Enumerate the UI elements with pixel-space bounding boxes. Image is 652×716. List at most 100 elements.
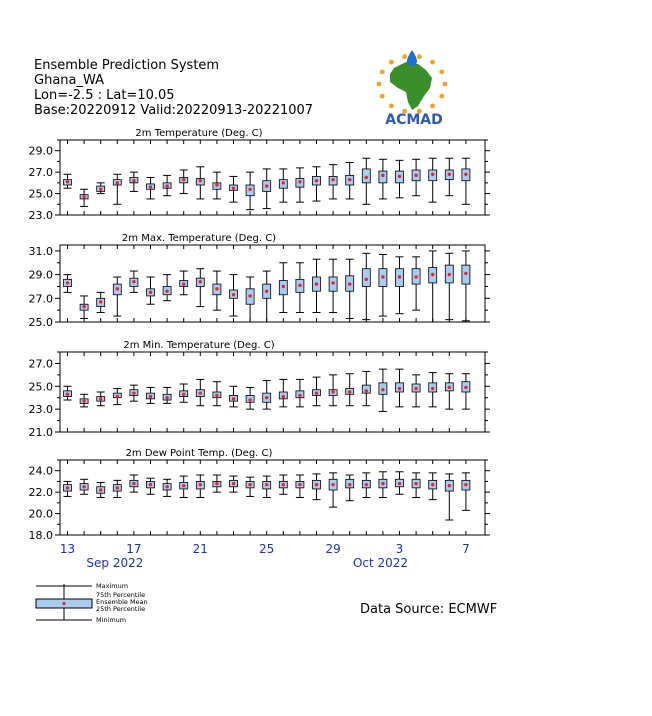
mean-marker — [99, 397, 103, 401]
mean-marker — [431, 272, 435, 277]
box-day-1 — [63, 274, 72, 293]
iqr-box — [361, 384, 371, 394]
box-day-21 — [395, 368, 404, 408]
box-day-11 — [229, 274, 238, 317]
box-day-20 — [378, 158, 388, 200]
sun-ray-dot — [379, 69, 385, 75]
box-day-16 — [312, 376, 321, 407]
box-day-14 — [278, 474, 288, 495]
box-day-5 — [129, 171, 139, 192]
box-day-4 — [112, 479, 122, 498]
mean-marker — [331, 482, 335, 487]
box-day-12 — [245, 276, 255, 323]
box-day-23 — [428, 250, 438, 323]
chart-panel: 2m Max. Temperature (Deg. C) 31.0 29.0 27.0… — [29, 233, 490, 329]
acmad-logo: ACMAD — [376, 50, 448, 128]
box-day-3 — [96, 182, 106, 195]
y-tick-label: 25.0 — [29, 188, 54, 201]
box-day-2 — [79, 188, 89, 207]
box-day-9 — [195, 378, 205, 407]
box-day-22 — [411, 472, 421, 498]
mean-marker — [331, 390, 335, 394]
legend-minimum: Minimum — [96, 616, 126, 624]
chart-header: Ensemble Prediction System Ghana_WA Lon=… — [34, 58, 313, 118]
sun-ray-dot — [379, 93, 385, 99]
panel-title: 2m Temperature (Deg. C) — [135, 128, 262, 139]
sun-ray-dot — [389, 59, 394, 65]
plot-frame — [59, 139, 486, 216]
sun-ray-dot — [439, 93, 445, 99]
y-tick-label: 21.0 — [29, 426, 54, 439]
y-tick-label: 20.0 — [29, 508, 54, 521]
box-day-1 — [63, 385, 72, 401]
mean-marker — [215, 183, 219, 187]
mean-marker — [165, 396, 169, 400]
mean-marker — [99, 187, 103, 191]
legend-mean-marker — [62, 601, 66, 606]
legend-25th-percentile: 25th Percentile — [96, 605, 145, 613]
mean-marker — [198, 391, 202, 395]
mean-marker — [431, 172, 435, 176]
x-date-label: 29 — [325, 542, 340, 556]
y-tick-label: 27.0 — [29, 166, 54, 179]
mean-marker — [231, 186, 236, 190]
iqr-box — [361, 268, 371, 287]
mean-marker — [447, 484, 451, 488]
mean-marker — [298, 283, 302, 287]
y-tick-label: 31.0 — [29, 245, 54, 258]
mean-marker — [265, 482, 269, 487]
mean-marker — [447, 172, 451, 176]
box-day-12 — [245, 171, 255, 211]
mean-marker — [182, 177, 186, 182]
box-day-15 — [295, 167, 305, 203]
mean-marker — [82, 399, 86, 403]
mean-marker — [364, 482, 368, 487]
box-day-10 — [212, 474, 222, 493]
box-day-10 — [212, 171, 222, 200]
box-day-25 — [461, 157, 471, 205]
box-day-21 — [395, 256, 404, 315]
box-day-14 — [278, 378, 288, 408]
box-day-9 — [195, 474, 205, 498]
y-tick-label: 25.0 — [29, 380, 54, 393]
box-day-10 — [212, 381, 222, 407]
box-day-20 — [378, 253, 388, 317]
plot-frame — [59, 351, 486, 433]
box-day-15 — [295, 262, 305, 314]
x-date-label: 21 — [193, 542, 208, 556]
mean-marker — [265, 396, 269, 400]
mean-marker — [397, 481, 402, 486]
mean-marker — [447, 272, 451, 277]
mean-marker — [248, 294, 252, 298]
panel-title: 2m Max. Temperature (Deg. C) — [122, 233, 276, 244]
mean-marker — [414, 386, 418, 391]
box-day-2 — [79, 393, 89, 408]
mean-marker — [414, 481, 418, 486]
x-month-label: Oct 2022 — [353, 556, 408, 570]
mean-marker — [298, 393, 302, 398]
mean-marker — [348, 482, 352, 487]
mean-marker — [348, 390, 352, 394]
mean-marker — [198, 280, 202, 284]
mean-marker — [364, 277, 368, 282]
box-day-7 — [162, 174, 172, 197]
y-tick-label: 27.0 — [29, 292, 54, 305]
box-day-16 — [312, 166, 321, 202]
box-day-5 — [129, 474, 139, 493]
mean-marker — [464, 385, 468, 390]
mean-marker — [65, 281, 70, 285]
mean-marker — [115, 287, 120, 291]
mean-marker — [265, 289, 269, 293]
box-day-1 — [63, 480, 72, 497]
chart-panel: 2m Min. Temperature (Deg. C) 27.0 25.0 23.0… — [29, 340, 490, 439]
sun-ray-dot — [416, 108, 422, 114]
coordinates-label: Lon=-2.5 : Lat=10.05 — [34, 88, 175, 103]
panel-title: 2m Min. Temperature (Deg. C) — [123, 340, 274, 351]
box-day-9 — [195, 166, 205, 200]
box-day-11 — [229, 175, 238, 203]
mean-marker — [132, 280, 136, 284]
box-day-17 — [328, 164, 338, 200]
mean-marker — [431, 482, 435, 487]
mean-marker — [431, 386, 435, 391]
